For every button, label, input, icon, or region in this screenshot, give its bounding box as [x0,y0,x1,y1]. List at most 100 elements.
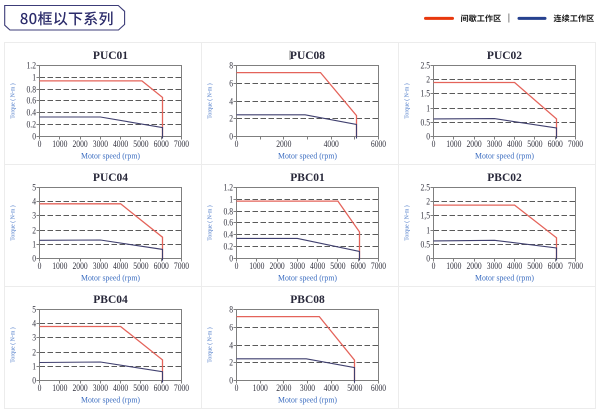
svg-text:1000: 1000 [253,384,268,394]
svg-text:0.8: 0.8 [27,86,37,96]
svg-text:PUC01: PUC01 [93,50,128,62]
svg-text:Torque ( N-m ): Torque ( N-m ) [207,327,214,363]
svg-text:0.6: 0.6 [27,97,37,107]
svg-text:0: 0 [235,384,239,394]
svg-text:4000: 4000 [507,262,522,272]
svg-text:4000: 4000 [113,262,128,272]
svg-text:0: 0 [38,384,42,394]
svg-text:0.8: 0.8 [224,208,234,218]
svg-text:Motor speed (rpm): Motor speed (rpm) [278,151,337,161]
svg-text:1000: 1000 [249,262,264,272]
svg-text:6000: 6000 [371,384,386,394]
svg-text:4000: 4000 [324,384,339,394]
svg-text:PBC04: PBC04 [93,294,128,306]
svg-text:4: 4 [229,342,233,352]
svg-text:2000: 2000 [270,262,285,272]
svg-text:1: 1 [229,196,233,206]
svg-text:0.5: 0.5 [421,241,431,251]
svg-text:3000: 3000 [93,140,108,150]
svg-text:Torque ( N-m ): Torque ( N-m ) [404,205,411,241]
svg-text:1.2: 1.2 [224,184,234,194]
svg-text:6: 6 [229,80,233,90]
svg-text:Torque ( N-m ): Torque ( N-m ) [404,83,411,119]
svg-text:6: 6 [229,324,233,334]
svg-text:0: 0 [426,255,430,265]
svg-text:3: 3 [32,212,36,222]
svg-text:0: 0 [32,255,36,265]
svg-text:0.2: 0.2 [27,121,37,131]
svg-text:3000: 3000 [487,262,502,272]
svg-text:2: 2 [229,115,233,125]
svg-text:5000: 5000 [527,140,542,150]
svg-text:4000: 4000 [507,140,522,150]
svg-text:5: 5 [32,184,36,194]
svg-text:Motor speed (rpm): Motor speed (rpm) [278,395,337,405]
svg-text:0: 0 [432,262,436,272]
svg-text:Motor speed (rpm): Motor speed (rpm) [475,273,534,283]
svg-text:2000: 2000 [73,262,88,272]
svg-text:0: 0 [32,133,36,143]
svg-text:7000: 7000 [174,140,189,150]
svg-text:7000: 7000 [568,140,583,150]
svg-text:3: 3 [32,334,36,344]
svg-text:Torque ( N-m ): Torque ( N-m ) [207,83,214,119]
svg-text:PBC01: PBC01 [290,172,325,184]
svg-text:7000: 7000 [174,384,189,394]
svg-text:2000: 2000 [467,262,482,272]
svg-text:6000: 6000 [548,262,563,272]
svg-text:1000: 1000 [52,140,67,150]
svg-text:PUC02: PUC02 [487,50,522,62]
svg-text:3000: 3000 [300,384,315,394]
svg-text:5000: 5000 [330,262,345,272]
svg-text:0: 0 [229,255,233,265]
svg-text:7000: 7000 [174,262,189,272]
svg-text:0.4: 0.4 [224,231,234,241]
svg-text:6000: 6000 [154,262,169,272]
svg-text:1: 1 [32,363,36,373]
svg-text:PUC08: PUC08 [290,50,325,62]
svg-text:1000: 1000 [446,262,461,272]
svg-text:Torque ( N-m ): Torque ( N-m ) [10,83,17,119]
svg-text:2: 2 [32,227,36,237]
svg-text:Torque ( N-m ): Torque ( N-m ) [207,205,214,241]
svg-text:0: 0 [38,140,42,150]
svg-text:2: 2 [32,349,36,359]
svg-text:6000: 6000 [351,262,366,272]
svg-text:PBC08: PBC08 [290,294,325,306]
svg-text:Motor speed (rpm): Motor speed (rpm) [81,273,140,283]
svg-text:3000: 3000 [487,140,502,150]
svg-text:1000: 1000 [446,140,461,150]
svg-text:3000: 3000 [290,262,305,272]
svg-text:7000: 7000 [568,262,583,272]
svg-text:0.6: 0.6 [224,219,234,229]
svg-text:2000: 2000 [276,384,291,394]
svg-text:3000: 3000 [93,384,108,394]
svg-text:Torque ( N-m ): Torque ( N-m ) [10,205,17,241]
svg-text:Motor speed (rpm): Motor speed (rpm) [475,151,534,161]
svg-text:2: 2 [426,76,430,86]
svg-text:Motor speed (rpm): Motor speed (rpm) [81,151,140,161]
svg-text:0: 0 [38,262,42,272]
svg-text:0: 0 [32,377,36,387]
svg-text:5000: 5000 [347,384,362,394]
svg-text:8: 8 [229,62,233,72]
svg-text:6000: 6000 [154,384,169,394]
svg-text:2000: 2000 [73,140,88,150]
svg-text:2000: 2000 [73,384,88,394]
svg-text:0.5: 0.5 [421,119,431,129]
svg-text:0: 0 [229,133,233,143]
svg-text:4: 4 [32,320,36,330]
svg-text:0: 0 [235,140,239,150]
svg-text:0: 0 [432,140,436,150]
svg-text:2: 2 [229,359,233,369]
svg-text:1.5: 1.5 [421,90,431,100]
svg-text:6000: 6000 [548,140,563,150]
svg-text:1: 1 [426,105,430,115]
svg-text:2000: 2000 [467,140,482,150]
svg-text:4000: 4000 [113,384,128,394]
svg-text:PUC04: PUC04 [93,172,128,184]
svg-text:0: 0 [229,377,233,387]
svg-text:2000: 2000 [276,140,291,150]
svg-text:6000: 6000 [371,140,386,150]
svg-text:5000: 5000 [527,262,542,272]
